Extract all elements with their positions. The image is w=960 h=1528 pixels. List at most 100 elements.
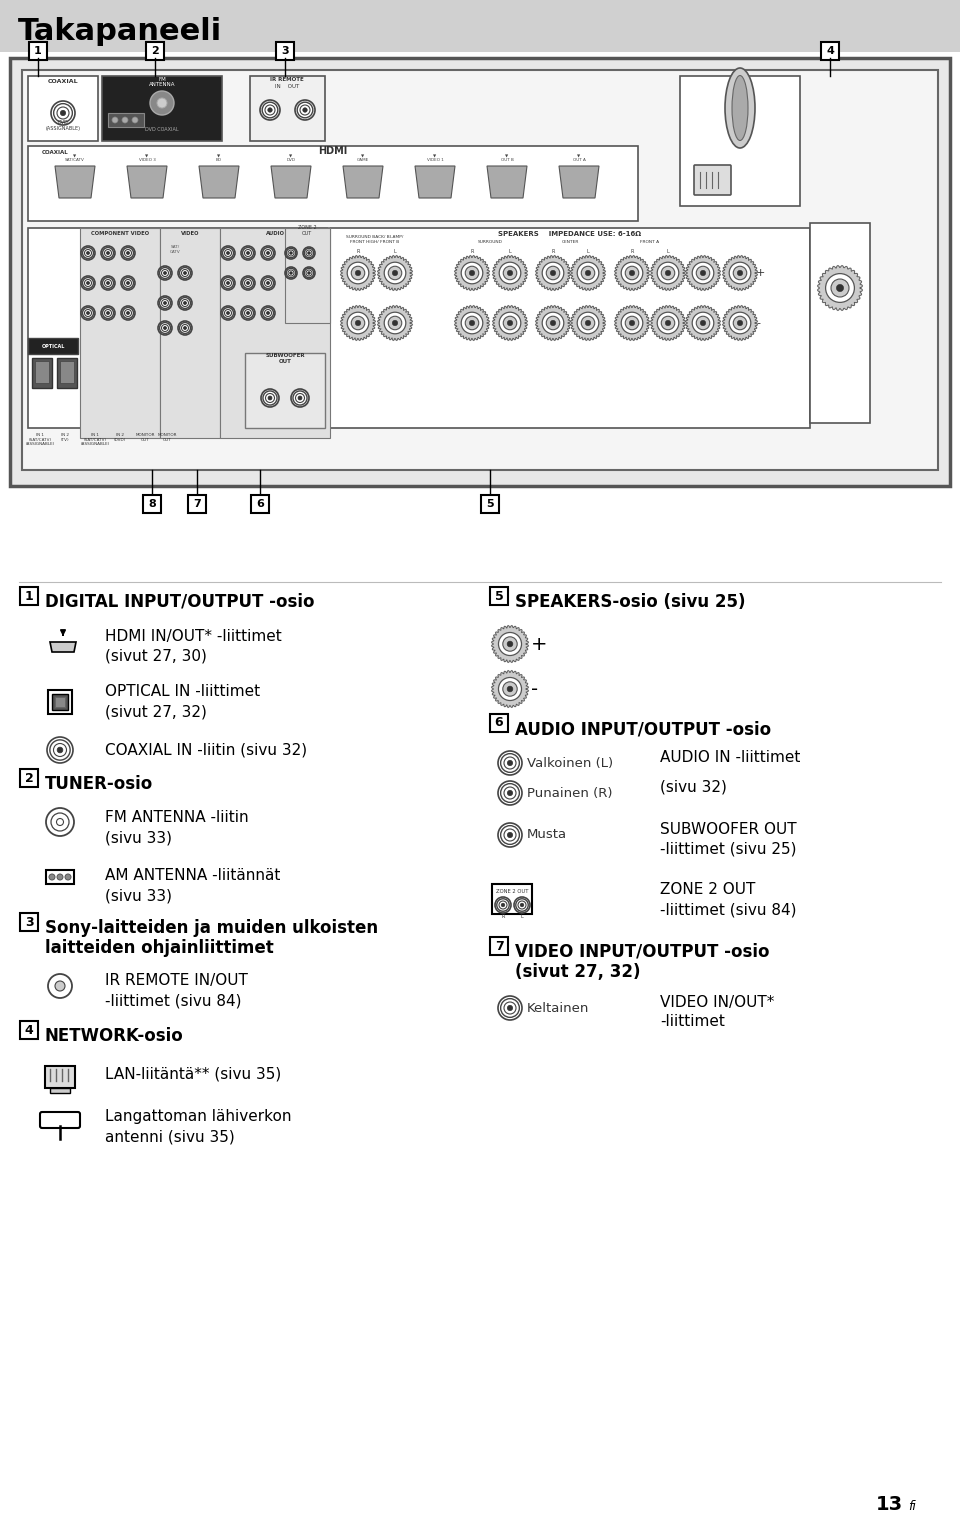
Circle shape bbox=[542, 263, 564, 284]
Polygon shape bbox=[487, 167, 527, 199]
Bar bbox=[251, 495, 269, 513]
Circle shape bbox=[550, 270, 556, 275]
Text: R: R bbox=[470, 249, 473, 254]
Circle shape bbox=[267, 312, 270, 315]
Circle shape bbox=[466, 266, 479, 280]
Polygon shape bbox=[536, 306, 570, 341]
Circle shape bbox=[163, 272, 166, 275]
Circle shape bbox=[501, 825, 519, 845]
Bar bbox=[188, 495, 206, 513]
Text: L: L bbox=[587, 249, 589, 254]
Circle shape bbox=[546, 316, 560, 330]
Ellipse shape bbox=[732, 75, 748, 141]
Bar bbox=[46, 869, 74, 885]
Circle shape bbox=[57, 819, 63, 825]
Text: 6: 6 bbox=[494, 717, 503, 729]
Text: 2: 2 bbox=[151, 46, 158, 57]
Circle shape bbox=[103, 278, 113, 289]
Text: Valkoinen (L): Valkoinen (L) bbox=[527, 756, 613, 770]
Circle shape bbox=[348, 312, 369, 333]
Circle shape bbox=[107, 312, 109, 315]
Circle shape bbox=[355, 321, 361, 325]
Circle shape bbox=[507, 270, 513, 275]
Text: Langattoman lähiverkon: Langattoman lähiverkon bbox=[105, 1109, 292, 1125]
Circle shape bbox=[499, 312, 520, 333]
Circle shape bbox=[501, 999, 519, 1018]
Circle shape bbox=[262, 248, 274, 258]
Text: HDMI IN/OUT* -liittimet: HDMI IN/OUT* -liittimet bbox=[105, 628, 281, 643]
Text: SPEAKERS-osio (sivu 25): SPEAKERS-osio (sivu 25) bbox=[515, 593, 746, 611]
Circle shape bbox=[507, 1005, 513, 1010]
Bar bbox=[57, 358, 77, 388]
Circle shape bbox=[466, 316, 479, 330]
Text: (sivu 32): (sivu 32) bbox=[660, 779, 727, 795]
Circle shape bbox=[393, 321, 397, 325]
Text: 5: 5 bbox=[486, 500, 493, 509]
Text: 1: 1 bbox=[25, 590, 34, 602]
Polygon shape bbox=[343, 167, 383, 199]
Circle shape bbox=[290, 272, 292, 275]
Circle shape bbox=[501, 903, 505, 906]
Bar bbox=[245, 353, 325, 428]
Circle shape bbox=[501, 753, 519, 772]
Text: MONITOR
OUT: MONITOR OUT bbox=[135, 432, 155, 442]
Text: -liittimet (sivu 84): -liittimet (sivu 84) bbox=[660, 903, 797, 917]
Circle shape bbox=[665, 270, 671, 275]
Circle shape bbox=[836, 284, 844, 292]
Text: -: - bbox=[756, 318, 760, 329]
Text: -: - bbox=[531, 680, 539, 698]
Polygon shape bbox=[271, 167, 311, 199]
Text: DIGITAL INPUT/OUTPUT -osio: DIGITAL INPUT/OUTPUT -osio bbox=[45, 593, 315, 611]
Text: DVD COAXIAL: DVD COAXIAL bbox=[145, 127, 179, 131]
Text: ▼: ▼ bbox=[217, 154, 221, 157]
Polygon shape bbox=[570, 255, 606, 290]
Polygon shape bbox=[614, 255, 649, 290]
Text: AUDIO IN -liittimet: AUDIO IN -liittimet bbox=[660, 750, 801, 764]
Circle shape bbox=[621, 312, 643, 333]
Text: (sivut 27, 32): (sivut 27, 32) bbox=[105, 704, 206, 720]
Text: FM ANTENNA -liitin: FM ANTENNA -liitin bbox=[105, 810, 249, 825]
Polygon shape bbox=[723, 306, 757, 341]
Circle shape bbox=[247, 281, 250, 284]
Circle shape bbox=[107, 281, 109, 284]
Circle shape bbox=[461, 312, 483, 333]
Text: (sivu 33): (sivu 33) bbox=[105, 888, 172, 903]
Text: IN 1
(SAT/CATV)
(ASSIGNABLE): IN 1 (SAT/CATV) (ASSIGNABLE) bbox=[81, 432, 109, 446]
Text: ANTENNA: ANTENNA bbox=[149, 83, 176, 87]
Bar bbox=[146, 41, 164, 60]
Circle shape bbox=[507, 686, 513, 692]
Circle shape bbox=[586, 321, 590, 325]
Text: 7: 7 bbox=[193, 500, 201, 509]
Polygon shape bbox=[685, 255, 720, 290]
Text: AUDIO INPUT/OUTPUT -osio: AUDIO INPUT/OUTPUT -osio bbox=[515, 720, 771, 738]
Circle shape bbox=[550, 321, 556, 325]
Text: 2: 2 bbox=[25, 772, 34, 784]
Bar bbox=[276, 41, 294, 60]
Circle shape bbox=[661, 316, 675, 330]
Bar bbox=[250, 76, 325, 141]
Circle shape bbox=[507, 833, 513, 837]
Bar bbox=[160, 228, 220, 439]
Circle shape bbox=[159, 322, 171, 333]
Bar bbox=[220, 228, 330, 439]
Circle shape bbox=[730, 263, 751, 284]
Circle shape bbox=[132, 118, 138, 122]
Circle shape bbox=[733, 266, 747, 280]
Polygon shape bbox=[492, 306, 527, 341]
Polygon shape bbox=[127, 167, 167, 199]
Circle shape bbox=[163, 301, 166, 304]
Circle shape bbox=[223, 278, 233, 289]
Text: Sony-laitteiden ja muiden ulkoisten: Sony-laitteiden ja muiden ulkoisten bbox=[45, 918, 378, 937]
Circle shape bbox=[48, 973, 72, 998]
Polygon shape bbox=[559, 167, 599, 199]
Text: IR REMOTE: IR REMOTE bbox=[270, 76, 304, 83]
Text: ZONE 2 OUT: ZONE 2 OUT bbox=[495, 889, 528, 894]
Text: FRONT A: FRONT A bbox=[640, 240, 660, 244]
Text: IR REMOTE IN/OUT: IR REMOTE IN/OUT bbox=[105, 973, 248, 989]
Circle shape bbox=[520, 903, 524, 906]
Text: SUBWOOFER OUT: SUBWOOFER OUT bbox=[660, 822, 797, 836]
Polygon shape bbox=[455, 306, 490, 341]
Circle shape bbox=[348, 263, 369, 284]
Text: COMPONENT VIDEO: COMPONENT VIDEO bbox=[91, 231, 149, 235]
Circle shape bbox=[123, 307, 133, 318]
